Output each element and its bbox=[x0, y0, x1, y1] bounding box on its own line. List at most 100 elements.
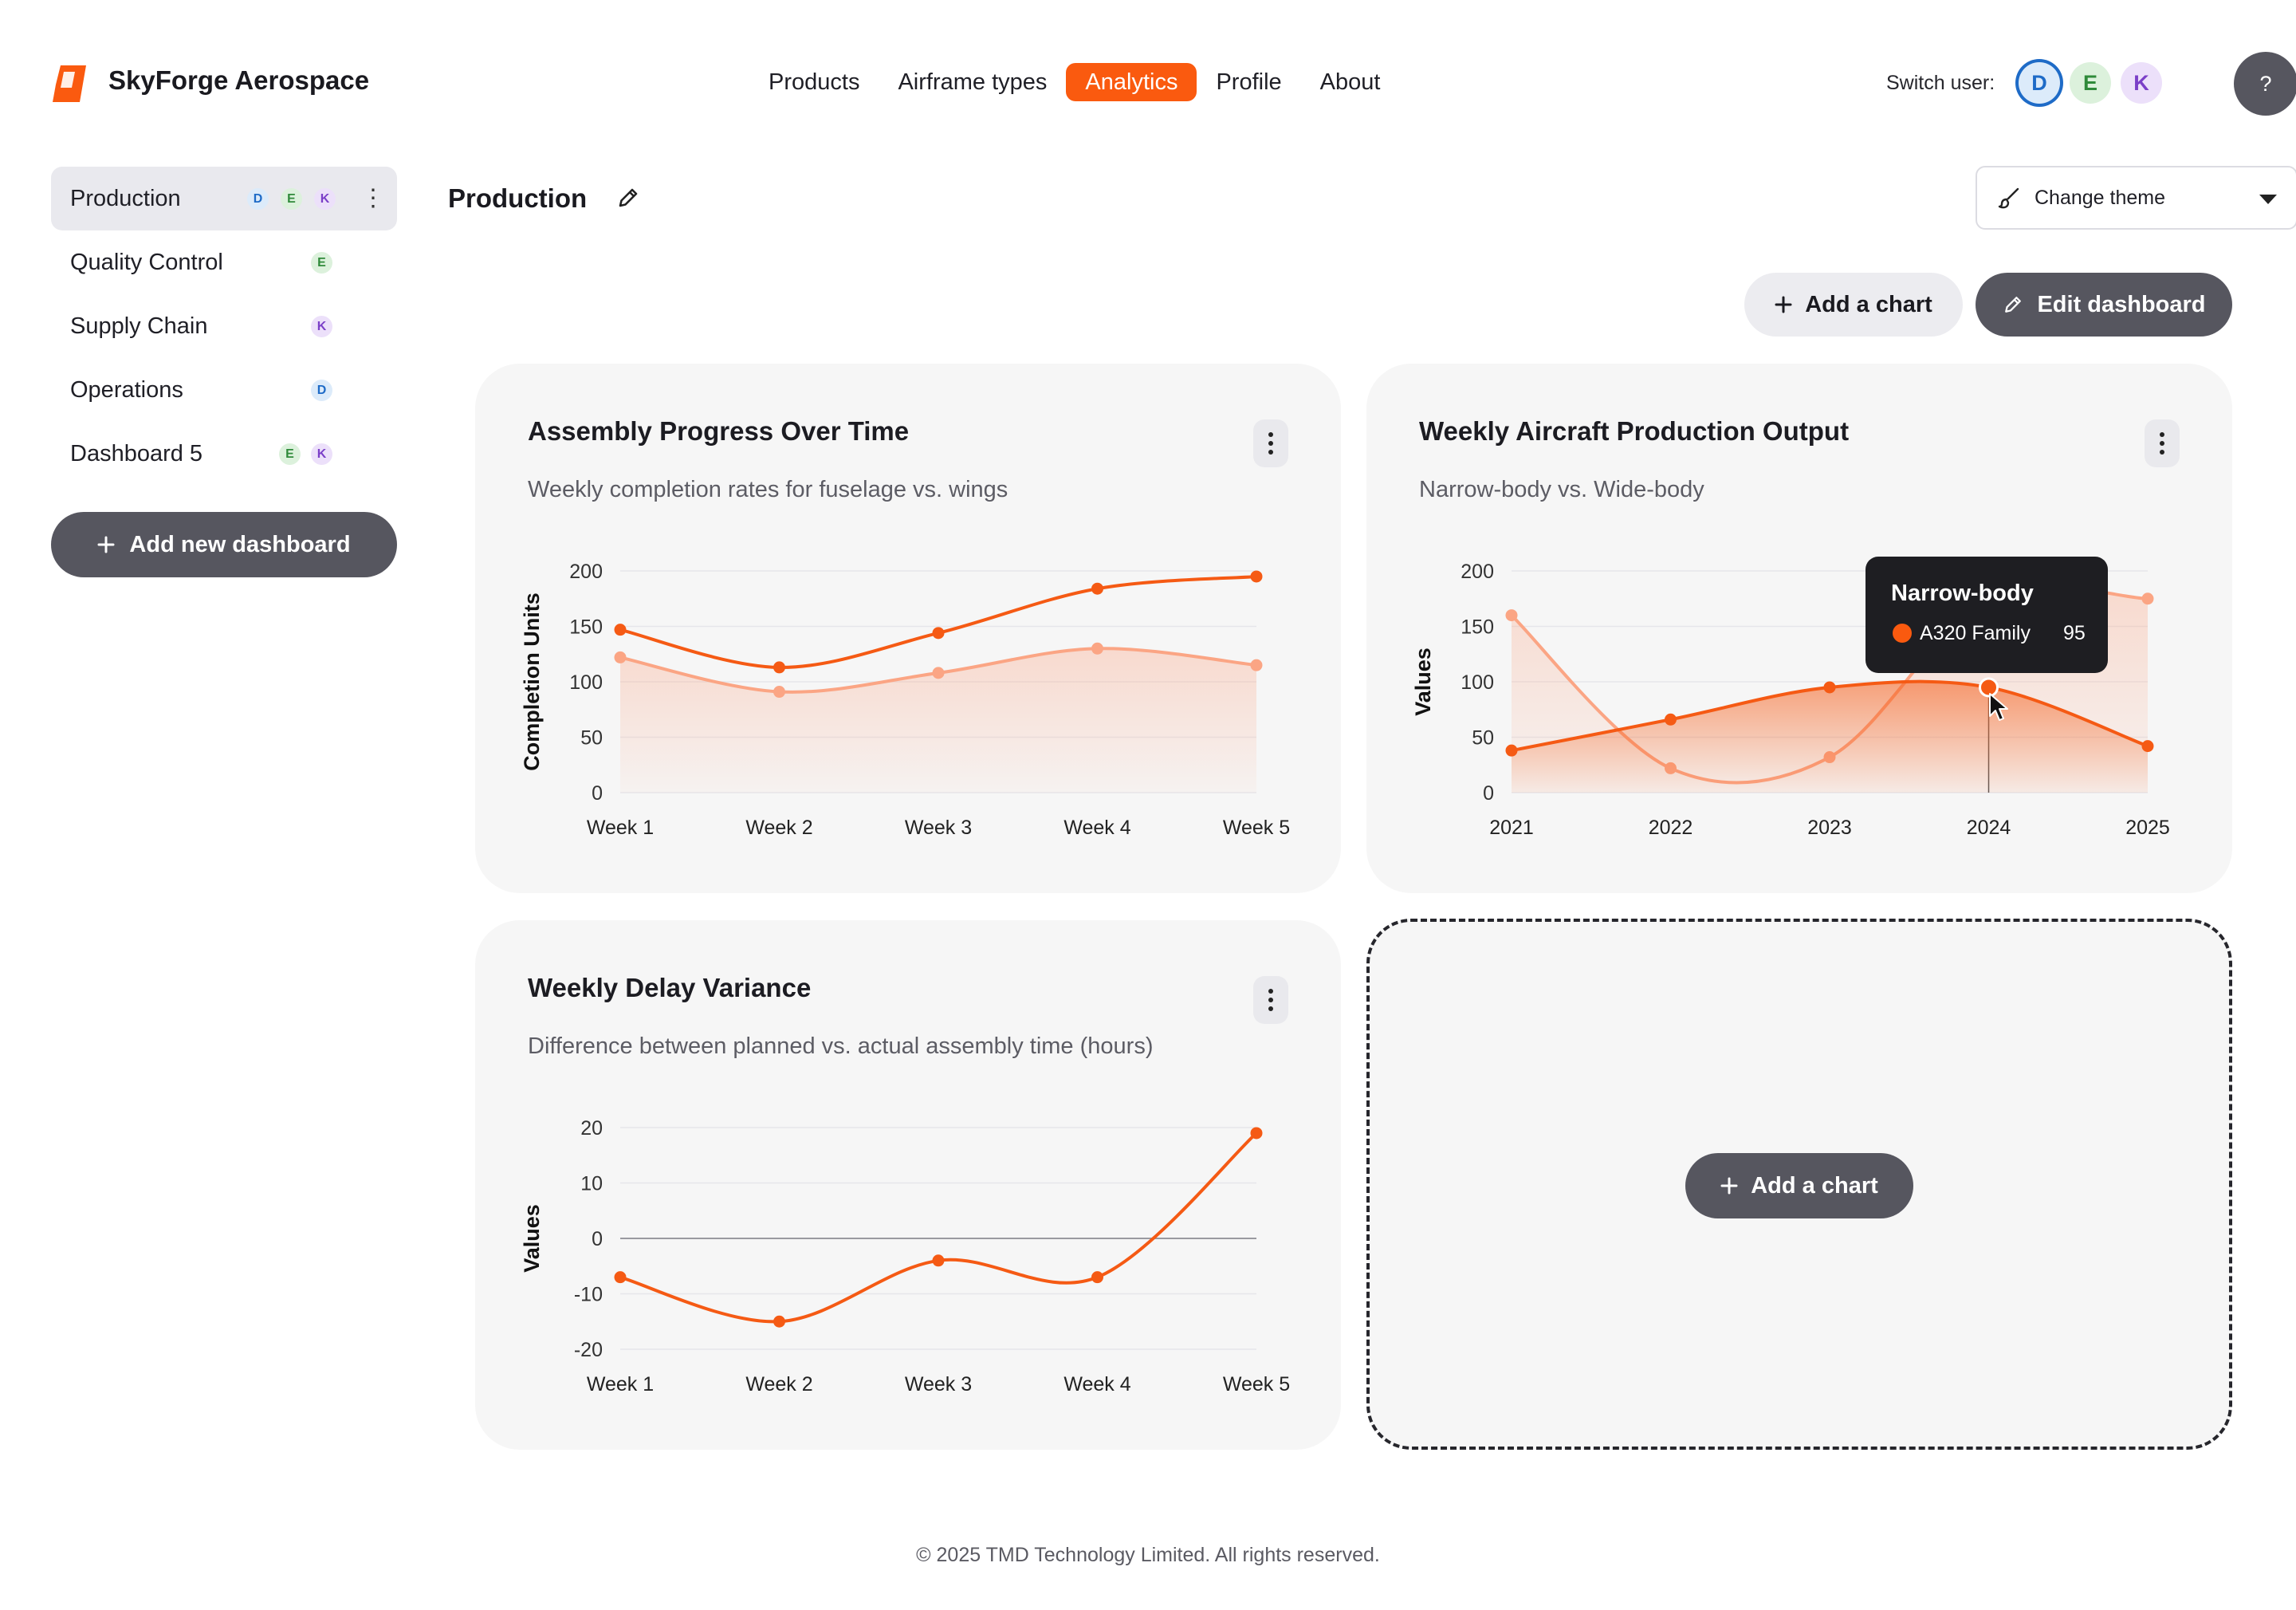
add-chart-label: Add a chart bbox=[1805, 291, 1932, 317]
data-point bbox=[773, 661, 785, 674]
sidebar-item-dashboard-5[interactable]: Dashboard 5 E K bbox=[51, 422, 397, 486]
sidebar-user-badge: E bbox=[281, 188, 302, 210]
y-tick-label: 50 bbox=[580, 727, 603, 750]
chart-menu-icon[interactable] bbox=[1253, 976, 1288, 1024]
x-tick-label: 2023 bbox=[1807, 817, 1852, 839]
tooltip-color-dot bbox=[1893, 624, 1912, 643]
x-tick-label: Week 4 bbox=[1063, 817, 1130, 839]
chevron-down-icon bbox=[2259, 195, 2277, 204]
data-point bbox=[1091, 1271, 1103, 1284]
sidebar-item-operations[interactable]: Operations D bbox=[51, 358, 397, 422]
plus-icon bbox=[1775, 296, 1792, 313]
sidebar-user-badge: E bbox=[311, 252, 332, 274]
dashboard-menu-icon[interactable]: ⋮ bbox=[361, 185, 385, 211]
x-tick-label: Week 5 bbox=[1223, 1373, 1290, 1395]
data-point bbox=[614, 651, 627, 663]
chart-title: Weekly Aircraft Production Output bbox=[1419, 416, 1850, 446]
change-theme-dropdown[interactable]: Change theme bbox=[1976, 166, 2296, 230]
add-chart-button[interactable]: Add a chart bbox=[1744, 273, 1963, 337]
delay-variance-chart: -20 -10 0 10 20 Week 1 Week 2 Week 3 Week 4 Week … bbox=[520, 1117, 1290, 1395]
chart-tooltip: Narrow-body A320 Family 95 bbox=[1866, 557, 2108, 673]
data-point bbox=[2141, 740, 2154, 753]
data-point bbox=[1665, 713, 1677, 726]
x-tick-label: Week 2 bbox=[745, 1373, 812, 1395]
plus-icon bbox=[1720, 1177, 1738, 1195]
data-point bbox=[773, 1315, 785, 1328]
add-chart-slot-button[interactable]: Add a chart bbox=[1685, 1153, 1913, 1218]
chart-menu-icon[interactable] bbox=[1253, 419, 1288, 467]
brand-logo-icon bbox=[53, 65, 86, 102]
y-tick-label: 200 bbox=[1461, 561, 1494, 583]
y-tick-label: 0 bbox=[592, 782, 603, 805]
user-avatar-k[interactable]: K bbox=[2121, 62, 2162, 104]
y-tick-label: -10 bbox=[574, 1284, 603, 1306]
chart-subtitle: Difference between planned vs. actual as… bbox=[528, 1033, 1154, 1059]
edit-title-pencil-icon[interactable] bbox=[615, 185, 641, 211]
data-point bbox=[614, 624, 627, 636]
series-area-1 bbox=[620, 648, 1256, 793]
y-tick-label: 150 bbox=[1461, 616, 1494, 639]
sidebar-item-label: Supply Chain bbox=[70, 313, 208, 339]
x-tick-label: 2024 bbox=[1967, 817, 2011, 839]
data-point bbox=[773, 686, 785, 699]
x-tick-label: Week 3 bbox=[905, 1373, 972, 1395]
help-button[interactable]: ? bbox=[2234, 52, 2296, 116]
assembly-progress-chart: 0 50 100 150 200 Week 1 Week 2 Week 3 Week 4 Week… bbox=[520, 561, 1290, 839]
tooltip-series: Narrow-body bbox=[1891, 581, 2034, 606]
nav-airframe-types[interactable]: Airframe types bbox=[898, 69, 1048, 95]
edit-dashboard-button[interactable]: Edit dashboard bbox=[1976, 273, 2232, 337]
y-tick-label: 0 bbox=[592, 1228, 603, 1250]
chart-title: Assembly Progress Over Time bbox=[528, 416, 910, 446]
page-title: Production bbox=[448, 183, 588, 213]
sidebar-item-label: Operations bbox=[70, 376, 183, 403]
nav-products[interactable]: Products bbox=[769, 69, 860, 95]
chart-menu-icon[interactable] bbox=[2145, 419, 2180, 467]
y-tick-label: 100 bbox=[569, 671, 603, 694]
x-tick-label: 2022 bbox=[1649, 817, 1693, 839]
chart-card-delay-variance: Weekly Delay Variance Difference between… bbox=[475, 920, 1341, 1450]
pencil-icon bbox=[2005, 297, 2022, 313]
y-axis-label: Values bbox=[520, 1204, 544, 1273]
chart-subtitle: Weekly completion rates for fuselage vs.… bbox=[528, 477, 1008, 502]
plus-icon bbox=[97, 536, 115, 553]
sidebar-user-badge: K bbox=[311, 443, 332, 465]
y-tick-label: 0 bbox=[1483, 782, 1494, 805]
data-point bbox=[932, 1254, 945, 1267]
x-tick-label: 2021 bbox=[1489, 817, 1534, 839]
y-tick-label: 20 bbox=[580, 1117, 603, 1140]
footer-copyright: © 2025 TMD Technology Limited. All right… bbox=[916, 1544, 1380, 1566]
chart-title: Weekly Delay Variance bbox=[528, 973, 812, 1002]
data-point bbox=[1250, 1127, 1263, 1140]
data-point bbox=[1979, 677, 1999, 698]
data-point bbox=[1505, 744, 1518, 757]
brush-icon bbox=[1998, 187, 2019, 209]
sidebar-item-label: Quality Control bbox=[70, 249, 223, 275]
chart-subtitle: Narrow-body vs. Wide-body bbox=[1419, 477, 1704, 502]
nav-profile[interactable]: Profile bbox=[1216, 69, 1282, 95]
brand-name[interactable]: SkyForge Aerospace bbox=[108, 65, 370, 95]
user-avatar-e[interactable]: E bbox=[2070, 62, 2111, 104]
x-tick-label: Week 4 bbox=[1063, 1373, 1130, 1395]
tooltip-value: 95 bbox=[2063, 622, 2086, 644]
sidebar-user-badge: K bbox=[311, 316, 332, 337]
main-nav: Products Airframe types Analytics Profil… bbox=[749, 62, 1399, 102]
y-axis-label: Values bbox=[1411, 648, 1435, 716]
y-axis-label: Completion Units bbox=[520, 592, 544, 771]
y-tick-label: 10 bbox=[580, 1173, 603, 1195]
sidebar-item-supply-chain[interactable]: Supply Chain K bbox=[51, 294, 397, 358]
add-new-dashboard-button[interactable]: Add new dashboard bbox=[51, 512, 397, 577]
data-point bbox=[932, 627, 945, 640]
nav-analytics[interactable]: Analytics bbox=[1066, 63, 1197, 101]
x-tick-label: Week 1 bbox=[587, 817, 654, 839]
add-new-dashboard-label: Add new dashboard bbox=[129, 531, 351, 557]
data-point bbox=[1823, 681, 1836, 694]
y-tick-label: 50 bbox=[1472, 727, 1494, 750]
sidebar-item-production[interactable]: Production D E K ⋮ bbox=[51, 167, 397, 230]
edit-dashboard-label: Edit dashboard bbox=[2037, 291, 2206, 317]
data-point bbox=[1250, 659, 1263, 671]
sidebar-item-quality-control[interactable]: Quality Control E bbox=[51, 230, 397, 294]
user-avatar-d[interactable]: D bbox=[2019, 62, 2060, 104]
nav-about[interactable]: About bbox=[1319, 69, 1381, 95]
x-tick-label: Week 5 bbox=[1223, 817, 1290, 839]
chart-card-assembly-progress: Assembly Progress Over Time Weekly compl… bbox=[475, 364, 1341, 893]
